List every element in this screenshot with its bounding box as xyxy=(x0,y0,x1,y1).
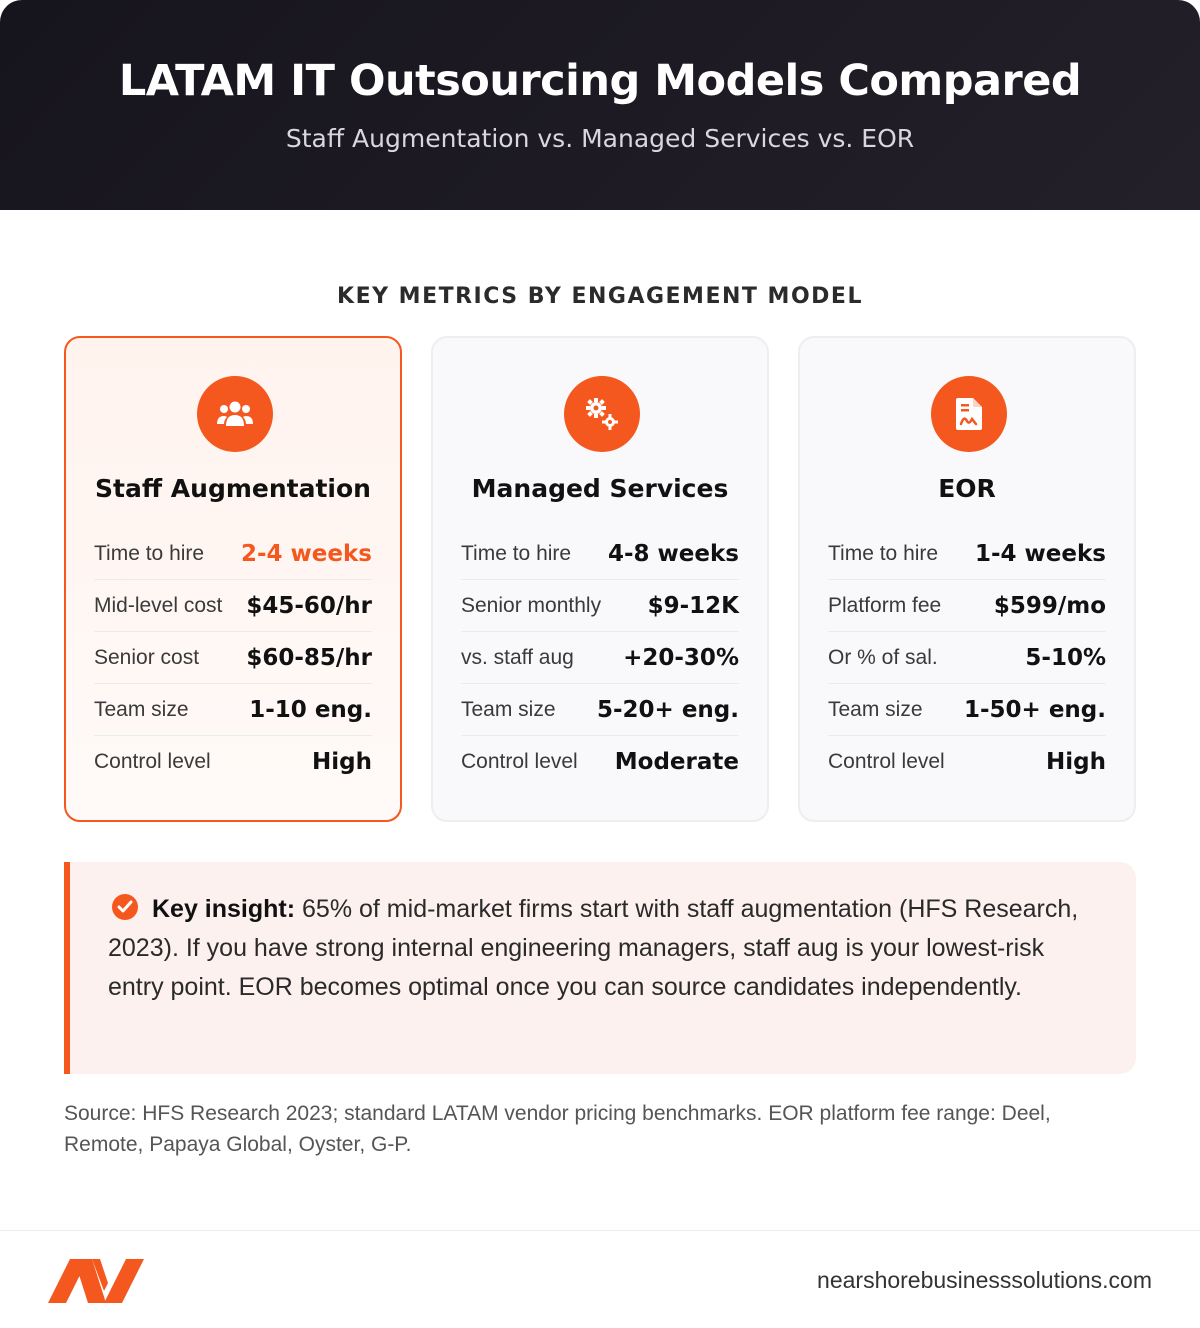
metric-row: Control level High xyxy=(828,736,1106,788)
metric-label: Team size xyxy=(461,697,556,721)
metric-row: Or % of sal. 5-10% xyxy=(828,632,1106,684)
metric-label: Team size xyxy=(828,697,923,721)
metric-label: Control level xyxy=(461,750,578,773)
metric-row: Control level High xyxy=(94,736,372,788)
users-group-icon xyxy=(197,376,273,452)
metric-value: $9-12K xyxy=(647,592,739,619)
insight-text: Key insight: 65% of mid-market firms sta… xyxy=(108,890,1086,1007)
card-eor: EOR Time to hire 1-4 weeks Platform fee $5… xyxy=(798,336,1136,822)
website-link[interactable]: nearshorebusinesssolutions.com xyxy=(817,1267,1152,1293)
document-signature-icon xyxy=(931,376,1007,452)
metric-label: Platform fee xyxy=(828,593,942,617)
metric-row: Platform fee $599/mo xyxy=(828,580,1106,632)
metric-label: Senior cost xyxy=(94,645,200,669)
metric-label: Mid-level cost xyxy=(94,593,223,617)
metric-row: Team size 1-50+ eng. xyxy=(828,684,1106,736)
metric-row: Senior cost $60-85/hr xyxy=(94,632,372,684)
metric-value: $60-85/hr xyxy=(246,644,372,671)
key-insight-callout: Key insight: 65% of mid-market firms sta… xyxy=(64,862,1136,1074)
metric-value: Moderate xyxy=(614,749,739,775)
metric-row: vs. staff aug +20-30% xyxy=(461,632,739,684)
metrics-list: Time to hire 1-4 weeks Platform fee $599/m… xyxy=(828,528,1106,788)
card-staff-augmentation: Staff Augmentation Time to hire 2-4 weeks… xyxy=(64,336,402,822)
metric-row: Time to hire 2-4 weeks xyxy=(94,528,372,580)
metric-value: 4-8 weeks xyxy=(608,540,739,567)
metric-value: High xyxy=(312,749,372,775)
page-subtitle: Staff Augmentation vs. Managed Services … xyxy=(285,124,915,153)
metric-row: Team size 1-10 eng. xyxy=(94,684,372,736)
gears-icon xyxy=(564,376,640,452)
metric-value: +20-30% xyxy=(623,644,739,671)
metric-label: Time to hire xyxy=(461,541,572,565)
metric-label: Time to hire xyxy=(94,541,205,565)
metric-value: High xyxy=(1046,749,1106,775)
metrics-list: Time to hire 2-4 weeks Mid-level cost $45-… xyxy=(94,528,372,788)
metric-label: Senior monthly xyxy=(461,593,602,617)
card-title: Staff Augmentation xyxy=(95,474,371,503)
metric-row: Team size 5-20+ eng. xyxy=(461,684,739,736)
check-circle-icon xyxy=(112,894,138,920)
metric-label: Control level xyxy=(828,750,945,773)
metric-label: vs. staff aug xyxy=(461,645,574,669)
source-note: Source: HFS Research 2023; standard LATA… xyxy=(64,1102,1051,1156)
metric-value: 5-10% xyxy=(1025,644,1106,671)
metric-value: 2-4 weeks xyxy=(241,540,372,567)
metric-value: 1-4 weeks xyxy=(975,540,1106,567)
metric-row: Time to hire 1-4 weeks xyxy=(828,528,1106,580)
metric-row: Mid-level cost $45-60/hr xyxy=(94,580,372,632)
metric-label: Control level xyxy=(94,750,211,773)
metrics-list: Time to hire 4-8 weeks Senior monthly $9-1… xyxy=(461,528,739,788)
nearshore-logo-icon xyxy=(48,1255,144,1310)
insight-body: 65% of mid-market firms start with staff… xyxy=(108,895,1079,1001)
metric-value: 1-50+ eng. xyxy=(963,696,1106,723)
metric-value: $45-60/hr xyxy=(246,592,372,619)
card-title: Managed Services xyxy=(471,474,729,503)
metric-row: Senior monthly $9-12K xyxy=(461,580,739,632)
header-banner: LATAM IT Outsourcing Models Compared Sta… xyxy=(0,0,1200,210)
metric-row: Control level Moderate xyxy=(461,736,739,788)
metric-row: Time to hire 4-8 weeks xyxy=(461,528,739,580)
metric-value: 1-10 eng. xyxy=(249,696,372,723)
footer: nearshorebusinesssolutions.com xyxy=(0,1230,1200,1328)
metric-label: Time to hire xyxy=(828,541,939,565)
metric-label: Team size xyxy=(94,697,189,721)
page-title: LATAM IT Outsourcing Models Compared xyxy=(118,56,1082,106)
card-title: EOR xyxy=(938,474,996,503)
card-managed-services: Managed Services Time to hire 4-8 weeks S… xyxy=(431,336,769,822)
metric-value: 5-20+ eng. xyxy=(596,696,739,723)
section-title: KEY METRICS BY ENGAGEMENT MODEL xyxy=(337,284,863,309)
metric-value: $599/mo xyxy=(993,592,1106,619)
metric-label: Or % of sal. xyxy=(828,645,938,669)
insight-lead: Key insight: xyxy=(152,895,296,923)
